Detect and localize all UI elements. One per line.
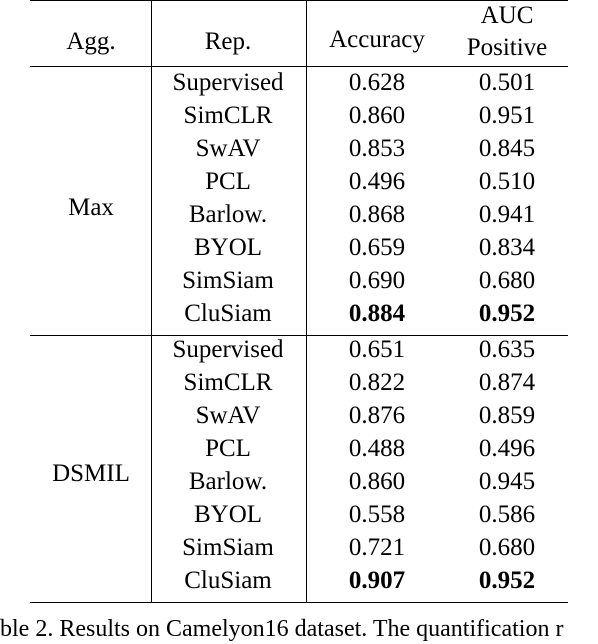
auc-cell: 0.501 bbox=[478, 69, 536, 96]
rep-cell: Barlow. bbox=[188, 468, 268, 495]
accuracy-cell: 0.496 bbox=[348, 168, 406, 195]
rep-cell: SimCLR bbox=[183, 102, 273, 129]
header-accuracy: Accuracy bbox=[329, 26, 425, 53]
header-agg: Agg. bbox=[66, 28, 116, 55]
auc-cell: 0.941 bbox=[478, 201, 536, 228]
group-divider-rule bbox=[30, 335, 568, 336]
accuracy-cell: 0.868 bbox=[348, 201, 406, 228]
accuracy-cell: 0.876 bbox=[348, 402, 406, 429]
top-rule bbox=[30, 0, 568, 1]
auc-cell: 0.845 bbox=[478, 135, 536, 162]
auc-cell: 0.680 bbox=[478, 267, 536, 294]
rep-cell: Supervised bbox=[172, 336, 284, 363]
rep-cell: CluSiam bbox=[184, 300, 272, 327]
accuracy-cell: 0.822 bbox=[348, 369, 406, 396]
accuracy-cell: 0.721 bbox=[348, 534, 406, 561]
accuracy-cell: 0.853 bbox=[348, 135, 406, 162]
accuracy-cell: 0.659 bbox=[348, 234, 406, 261]
auc-cell: 0.496 bbox=[478, 435, 536, 462]
auc-cell: 0.680 bbox=[478, 534, 536, 561]
group-agg-label: DSMIL bbox=[52, 460, 130, 487]
accuracy-cell: 0.690 bbox=[348, 267, 406, 294]
table-caption: ble 2. Results on Camelyon16 dataset. Th… bbox=[0, 616, 564, 642]
auc-cell: 0.859 bbox=[478, 402, 536, 429]
accuracy-cell: 0.488 bbox=[348, 435, 406, 462]
auc-cell-best: 0.952 bbox=[478, 567, 536, 594]
header-auc-line1: AUC bbox=[480, 2, 534, 29]
auc-cell: 0.510 bbox=[478, 168, 536, 195]
accuracy-cell: 0.558 bbox=[348, 501, 406, 528]
group-agg-label: Max bbox=[68, 194, 114, 221]
auc-cell: 0.951 bbox=[478, 102, 536, 129]
rep-cell: SwAV bbox=[195, 135, 261, 162]
column-separator-left bbox=[151, 0, 152, 602]
auc-cell: 0.834 bbox=[478, 234, 536, 261]
accuracy-cell: 0.860 bbox=[348, 468, 406, 495]
rep-cell: SimCLR bbox=[183, 369, 273, 396]
rep-cell: SimSiam bbox=[182, 534, 274, 561]
auc-cell: 0.635 bbox=[478, 336, 536, 363]
rep-cell: PCL bbox=[205, 435, 251, 462]
bottom-rule bbox=[30, 602, 568, 603]
rep-cell: BYOL bbox=[193, 501, 263, 528]
rep-cell: CluSiam bbox=[184, 567, 272, 594]
auc-cell: 0.874 bbox=[478, 369, 536, 396]
rep-cell: Barlow. bbox=[188, 201, 268, 228]
rep-cell: SwAV bbox=[195, 402, 261, 429]
header-rep: Rep. bbox=[204, 28, 252, 55]
rep-cell: BYOL bbox=[193, 234, 263, 261]
column-separator-right bbox=[306, 0, 307, 602]
auc-cell-best: 0.952 bbox=[478, 300, 536, 327]
accuracy-cell: 0.628 bbox=[348, 69, 406, 96]
header-rule bbox=[30, 66, 568, 67]
accuracy-cell-best: 0.884 bbox=[348, 300, 406, 327]
rep-cell: Supervised bbox=[172, 69, 284, 96]
accuracy-cell: 0.651 bbox=[348, 336, 406, 363]
auc-cell: 0.586 bbox=[478, 501, 536, 528]
accuracy-cell-best: 0.907 bbox=[348, 567, 406, 594]
rep-cell: SimSiam bbox=[182, 267, 274, 294]
header-auc-line2: Positive bbox=[466, 34, 548, 61]
rep-cell: PCL bbox=[205, 168, 251, 195]
accuracy-cell: 0.860 bbox=[348, 102, 406, 129]
auc-cell: 0.945 bbox=[478, 468, 536, 495]
